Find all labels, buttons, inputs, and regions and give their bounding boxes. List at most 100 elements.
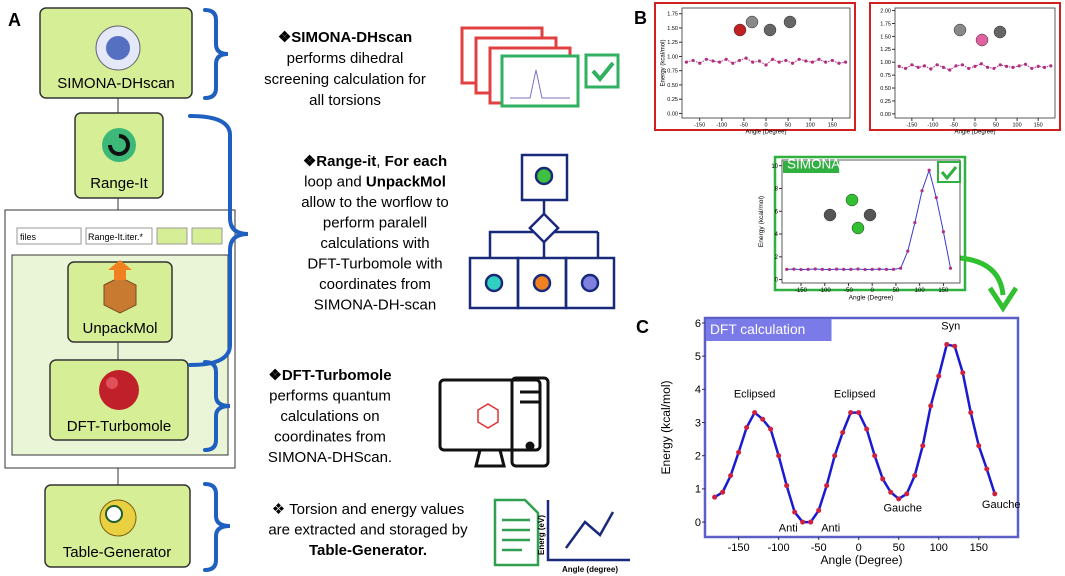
- y-tick-label: 8: [775, 187, 779, 193]
- marker: [864, 426, 870, 432]
- marker: [731, 61, 735, 65]
- marker: [720, 489, 726, 495]
- axes-frame: [703, 316, 1020, 539]
- description-text: ❖SIMONA-DHscan: [278, 29, 412, 46]
- series-line: [713, 343, 996, 524]
- x-tick-label: 50: [893, 288, 900, 294]
- marker: [992, 66, 996, 71]
- marker: [910, 63, 914, 67]
- brace: [203, 482, 231, 572]
- axes: [546, 500, 630, 562]
- description-text: are extracted and storaged by: [268, 522, 468, 539]
- marker: [920, 443, 926, 449]
- arrow: [959, 255, 1006, 296]
- y-tick-label: 0: [775, 278, 779, 284]
- y-axis-label: Energy (kcal/mol): [758, 196, 765, 247]
- description-text: SIMONA-DH-scan: [314, 297, 437, 314]
- description-line: are extracted and storaged by: [268, 522, 468, 539]
- atom: [783, 15, 797, 29]
- atom: [953, 23, 967, 37]
- marker: [912, 473, 918, 479]
- annotation: Syn: [941, 321, 960, 333]
- marker: [952, 343, 958, 349]
- description-text: all torsions: [309, 92, 381, 109]
- node-icon: [106, 377, 118, 389]
- check-box: [584, 53, 620, 89]
- y-tick-label: 0.25: [667, 97, 678, 103]
- stand: [474, 449, 506, 468]
- marker: [757, 59, 761, 63]
- y-axis-label: Energy (kcal/mol): [660, 39, 666, 86]
- marker: [986, 65, 990, 69]
- description-text: performs quantum: [269, 388, 391, 405]
- marker: [976, 443, 982, 449]
- description-text: loop and: [304, 174, 366, 191]
- description-text: calculations with: [320, 235, 429, 252]
- marker: [830, 58, 834, 63]
- check: [940, 166, 958, 181]
- annotation: Eclipsed: [734, 389, 776, 401]
- description-text: UnpackMol: [366, 174, 446, 191]
- marker: [832, 453, 838, 459]
- description-text: ❖Range-it: [303, 153, 376, 170]
- marker: [884, 267, 889, 271]
- node-icon: [106, 36, 130, 60]
- marker: [880, 476, 886, 482]
- marker: [979, 62, 983, 66]
- input-box: [191, 227, 223, 245]
- tower: [510, 376, 550, 468]
- marker: [724, 57, 728, 61]
- marker: [960, 63, 964, 67]
- node-icon: [108, 134, 130, 156]
- marker: [827, 267, 832, 272]
- x-axis-label: Angle (Degree): [849, 295, 894, 302]
- x-tick-label: 0: [764, 123, 767, 129]
- marker: [784, 483, 790, 489]
- y-tick-label: 1.75: [667, 12, 678, 18]
- description-line: performs dihedral: [287, 50, 404, 67]
- y-tick-label: 1.00: [667, 54, 678, 60]
- marker: [744, 56, 748, 60]
- marker: [888, 489, 894, 495]
- molecule: [580, 273, 600, 293]
- tree-icon: [468, 153, 616, 310]
- y-tick-label: 5: [695, 351, 701, 363]
- x-axis-label: Angle (Degree): [820, 553, 902, 567]
- marker: [717, 60, 722, 64]
- x-tick-label: -100: [927, 123, 938, 129]
- marker: [768, 426, 774, 432]
- tree-box: [564, 256, 616, 310]
- marker: [843, 60, 848, 64]
- x-tick-label: 100: [806, 123, 815, 129]
- marker: [771, 57, 775, 61]
- node-label: UnpackMol: [82, 320, 157, 337]
- table-icon: [493, 498, 630, 567]
- description-line: Table-Generator.: [309, 542, 427, 559]
- marker: [849, 267, 853, 271]
- arrow-head: [987, 286, 1019, 313]
- marker: [790, 61, 795, 65]
- atom: [863, 208, 877, 222]
- node-icon: [108, 260, 132, 280]
- panel-label: B: [634, 8, 647, 28]
- marker: [906, 249, 910, 253]
- marker: [916, 65, 920, 69]
- description-text: SIMONA-DHScan.: [268, 449, 392, 466]
- chart-title: DFT calculation: [710, 322, 805, 337]
- x-tick-label: -100: [819, 288, 832, 294]
- check: [591, 61, 615, 83]
- atom: [845, 193, 859, 207]
- marker: [1042, 65, 1047, 69]
- marker: [712, 494, 718, 500]
- node-label: Table-Generator: [63, 544, 171, 561]
- marker: [810, 60, 815, 64]
- mini-plot: [510, 69, 570, 99]
- axes-frame: [894, 7, 1056, 119]
- tree-diamond: [528, 212, 560, 244]
- y-tick-label: 3: [695, 417, 701, 429]
- y-tick-label: 1.25: [667, 40, 678, 46]
- y-tick-label: 0: [695, 517, 701, 529]
- x-tick-label: 150: [938, 288, 949, 294]
- marker: [797, 57, 801, 61]
